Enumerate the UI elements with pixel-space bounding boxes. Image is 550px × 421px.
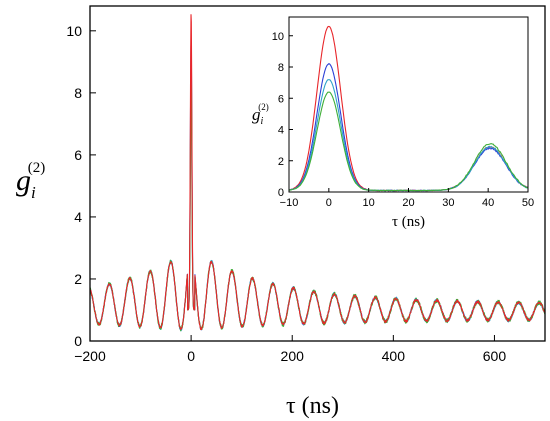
inset-y-tick-label: 0 (278, 187, 284, 199)
inset-x-tick-label: 40 (482, 197, 494, 209)
inset-y-tick-label: 4 (278, 125, 284, 137)
inset-y-tick-label: 10 (272, 31, 284, 43)
main-x-tick-label: 600 (483, 348, 507, 364)
inset-x-tick-label: 30 (442, 197, 454, 209)
main-y-tick-label: 2 (74, 271, 82, 287)
main-series-red (89, 14, 545, 331)
inset-x-tick-label: 0 (326, 197, 332, 209)
main-y-tick-label: 10 (66, 23, 82, 39)
main-y-axis-label: gi (2) (16, 160, 45, 202)
main-x-tick-label: 0 (187, 348, 195, 364)
inset-y-axis-superscript: (2) (258, 102, 269, 112)
inset-y-axis-label: gi (2) (252, 102, 269, 127)
inset-x-tick-label: 10 (363, 197, 375, 209)
main-y-axis-symbol: g (16, 164, 31, 197)
inset-x-tick-label: 20 (402, 197, 414, 209)
main-y-axis-subscript: i (31, 183, 36, 202)
main-x-tick-label: 200 (281, 348, 305, 364)
main-x-axis-label: τ (ns) (286, 393, 339, 419)
inset-background (244, 9, 538, 232)
main-y-tick-label: 0 (74, 333, 82, 349)
inset-y-tick-label: 6 (278, 93, 284, 105)
inset-y-axis-subscript: i (261, 116, 264, 127)
main-series-group (89, 14, 546, 332)
main-x-tick-label: −200 (74, 348, 106, 364)
main-y-axis-superscript: (2) (28, 160, 46, 176)
main-y-tick-label: 6 (74, 147, 82, 163)
main-plot-frame (89, 5, 546, 342)
inset-x-tick-label: −10 (280, 197, 299, 209)
main-y-tick-label: 8 (74, 85, 82, 101)
inset-y-tick-label: 2 (278, 156, 284, 168)
main-y-tick-label: 4 (74, 209, 82, 225)
main-x-tick-label: 400 (382, 348, 406, 364)
inset-y-tick-label: 8 (278, 62, 284, 74)
inset-x-axis-label: τ (ns) (392, 214, 425, 230)
inset-y-axis-symbol: g (252, 105, 261, 124)
inset-x-tick-label: 50 (522, 197, 534, 209)
